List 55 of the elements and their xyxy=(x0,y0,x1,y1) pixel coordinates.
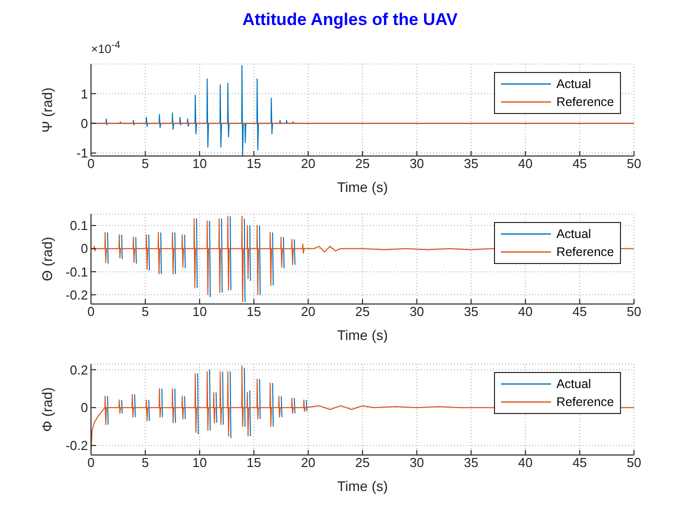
y-tick-label: -0.2 xyxy=(66,438,88,454)
x-tick-label: 45 xyxy=(572,156,587,172)
y-tick-label: 0.1 xyxy=(70,218,88,234)
x-tick-label: 45 xyxy=(572,455,587,470)
chart-title: Attitude Angles of the UAV xyxy=(241,10,459,30)
legend-label: Reference xyxy=(556,95,614,109)
x-tick-label: 45 xyxy=(572,304,587,320)
legend-label: Actual xyxy=(556,377,592,391)
x-tick-label: 15 xyxy=(246,156,262,172)
y-axis-title: Φ (rad) xyxy=(38,387,55,432)
x-axis-title: Time (s) xyxy=(337,327,388,343)
x-tick-label: 30 xyxy=(410,304,424,320)
x-tick-label: 15 xyxy=(246,304,262,320)
y-tick-label: -0.2 xyxy=(66,287,88,302)
x-tick-label: 40 xyxy=(518,304,533,320)
x-tick-label: 40 xyxy=(518,156,533,172)
y-axis-title: Θ (rad) xyxy=(38,236,55,282)
x-axis-title: Time (s) xyxy=(337,478,388,494)
x-axis-title: Time (s) xyxy=(337,179,388,195)
line-series xyxy=(91,216,634,302)
x-tick-label: 25 xyxy=(355,156,370,172)
x-tick-label: 30 xyxy=(410,156,424,172)
y-tick-label: -1 xyxy=(76,146,88,161)
x-tick-label: 5 xyxy=(142,455,149,470)
x-tick-label: 50 xyxy=(626,156,642,172)
y-axis-title: Ψ (rad) xyxy=(38,87,55,133)
x-tick-label: 50 xyxy=(626,455,642,470)
legend-label: Actual xyxy=(556,77,592,91)
x-tick-label: 20 xyxy=(300,304,316,320)
y-tick-label: 1 xyxy=(80,86,88,102)
y-tick-label: -0.1 xyxy=(66,264,88,280)
y-tick-label: 0 xyxy=(80,241,88,256)
x-tick-label: 50 xyxy=(626,304,642,320)
y-tick-label: 0 xyxy=(80,116,88,131)
x-tick-label: 15 xyxy=(246,455,262,470)
legend-label: Reference xyxy=(556,395,614,409)
x-tick-label: 5 xyxy=(142,304,149,320)
x-tick-label: 5 xyxy=(142,156,149,172)
x-tick-label: 35 xyxy=(464,455,478,470)
x-tick-label: 10 xyxy=(192,156,207,172)
x-tick-label: 25 xyxy=(355,455,370,470)
x-tick-label: 20 xyxy=(300,455,316,470)
x-tick-label: 35 xyxy=(464,304,478,320)
x-tick-label: 20 xyxy=(300,156,316,172)
x-tick-label: 10 xyxy=(192,304,207,320)
legend-label: Actual xyxy=(556,227,592,241)
y-tick-label: 0 xyxy=(80,400,88,416)
x-tick-label: 40 xyxy=(518,455,533,470)
x-tick-label: 30 xyxy=(410,455,424,470)
legend-label: Reference xyxy=(556,245,614,259)
text: ×10$^{-4}$ xyxy=(91,40,120,56)
y-tick-label: 0.2 xyxy=(70,362,88,378)
x-tick-label: 35 xyxy=(464,156,478,172)
x-tick-label: 25 xyxy=(355,304,370,320)
x-tick-label: 10 xyxy=(192,455,207,470)
